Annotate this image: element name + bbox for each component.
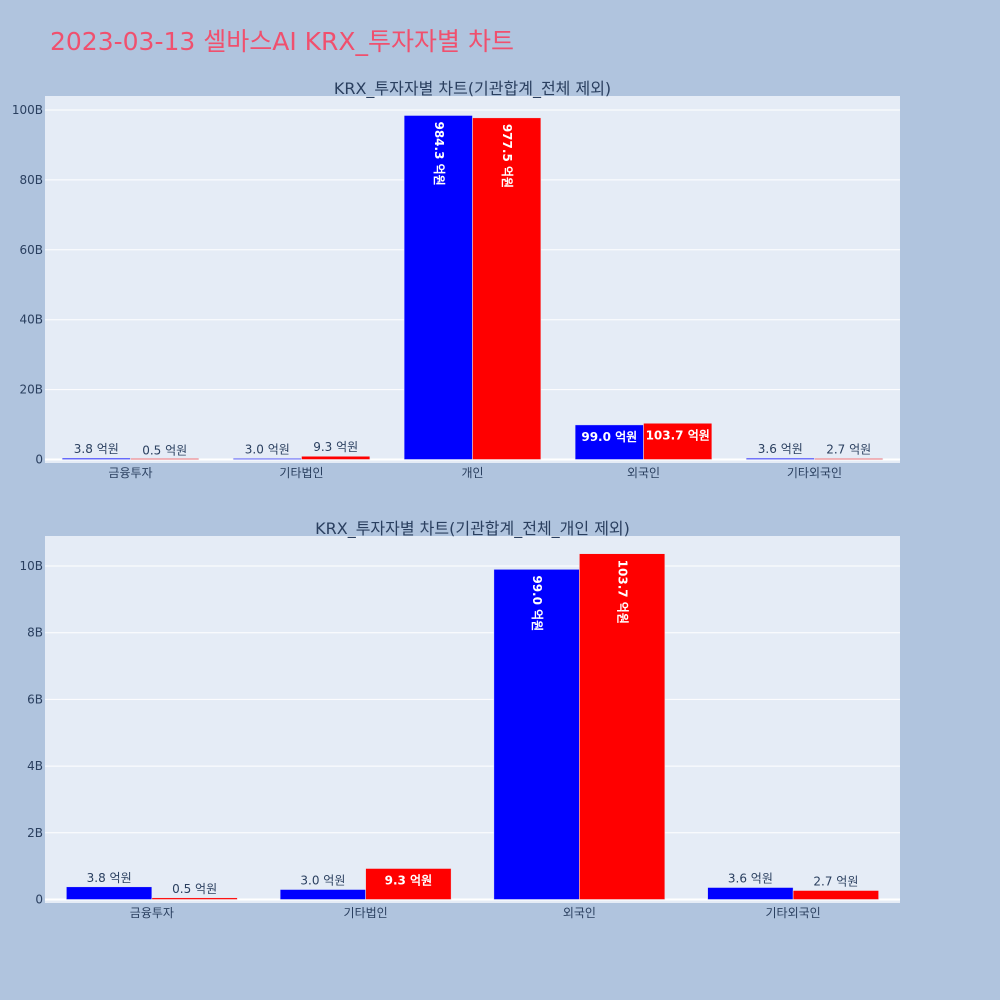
bar [130,458,200,460]
y-tick-label: 80B [19,173,43,187]
y-tick-label: 0 [35,893,43,907]
bar [814,458,884,460]
data-label: 0.5 억원 [142,443,187,457]
bar [232,458,302,460]
bar [301,455,371,460]
page-title: 2023-03-13 셀바스AI KRX_투자자별 차트 [50,27,514,56]
x-tick-label: 기타외국인 [766,906,821,920]
bar [279,889,366,900]
data-label: 103.7 억원 [646,428,710,442]
plot-area [45,536,900,903]
y-tick-label: 0 [35,453,43,467]
bar [365,868,452,900]
chart-excluding-institutions: KRX_투자자별 차트(기관합계_전체 제외) 0 20B 40B 60B 80B 100B… [12,79,900,480]
y-tick-label: 20B [19,383,43,397]
bar [472,117,542,460]
bar [66,886,153,900]
data-label: 0.5 억원 [172,882,217,896]
data-label: 9.3 억원 [385,873,433,887]
y-tick-label: 2B [27,826,43,840]
y-tick-label: 60B [19,243,43,257]
x-tick-label: 외국인 [627,466,660,480]
data-label: 99.0 억원 [581,430,637,444]
bar [707,887,794,900]
bar [643,423,713,460]
data-label: 3.8 억원 [87,871,132,885]
x-tick-label: 금융투자 [108,466,152,480]
bar [745,457,815,460]
y-tick-label: 4B [27,759,43,773]
bar [792,890,879,900]
bar [493,569,580,900]
x-tick-label: 외국인 [563,906,596,920]
y-tick-label: 100B [12,103,43,117]
bar [151,897,238,900]
y-tick-label: 8B [27,626,43,640]
data-label: 3.6 억원 [758,442,803,456]
y-tick-label: 10B [19,559,43,573]
data-label: 99.0 억원 [530,575,544,631]
data-label: 2.7 억원 [826,443,871,457]
y-tick-label: 40B [19,313,43,327]
data-label: 3.6 억원 [728,871,773,885]
data-label: 9.3 억원 [313,440,358,454]
bar [61,457,131,460]
bar [579,553,666,900]
bar [574,424,644,460]
y-tick-label: 6B [27,692,43,706]
data-label: 2.7 억원 [813,874,858,888]
data-label: 3.8 억원 [74,442,119,456]
chart-excluding-institutions-and-individuals: KRX_투자자별 차트(기관합계_전체_개인 제외) 0 2B 4B 6B 8B 10B 금융… [19,519,900,920]
chart-title: KRX_투자자별 차트(기관합계_전체 제외) [334,79,611,99]
x-tick-label: 기타법인 [279,466,323,480]
data-label: 977.5 억원 [500,124,514,188]
x-tick-label: 기타법인 [344,906,388,920]
data-label: 3.0 억원 [245,442,290,456]
x-tick-label: 금융투자 [130,906,174,920]
data-label: 3.0 억원 [300,873,345,887]
data-label: 984.3 억원 [432,121,446,185]
data-label: 103.7 억원 [616,560,630,624]
x-tick-label: 기타외국인 [787,466,842,480]
x-tick-label: 개인 [461,466,483,480]
chart-title: KRX_투자자별 차트(기관합계_전체_개인 제외) [315,519,630,539]
